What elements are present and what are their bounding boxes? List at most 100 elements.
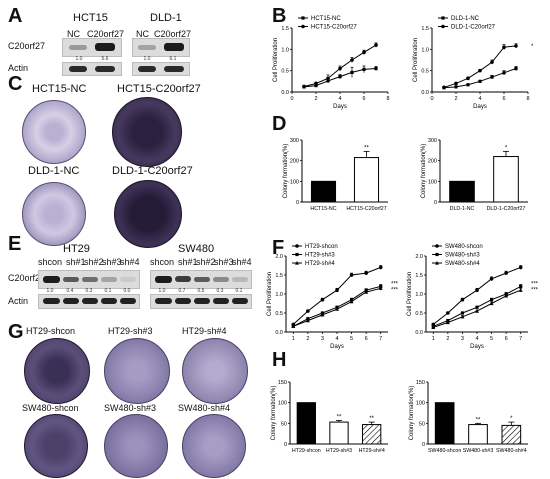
- blot-band: [194, 298, 210, 304]
- legend-marker: [295, 261, 299, 265]
- blot-a-strip: [132, 38, 190, 57]
- y-tick-label: 0: [296, 200, 299, 206]
- data-point: [504, 293, 509, 298]
- bar: [362, 424, 382, 445]
- y-tick-label: 100: [290, 179, 299, 185]
- bar: [353, 157, 380, 203]
- x-tick-label: 6: [365, 336, 368, 342]
- data-point: [466, 76, 470, 81]
- legend-label: HT29-sh#4: [305, 261, 335, 267]
- blot-a-row-label: Actin: [8, 63, 29, 73]
- blot-quant: 0.1: [104, 288, 112, 294]
- data-point: [460, 311, 465, 315]
- blot-band: [232, 277, 248, 282]
- x-tick-label: 0: [290, 96, 293, 102]
- blot-quant: 1.0: [75, 56, 83, 62]
- blot-e-lane-label: sh#1: [178, 257, 198, 267]
- data-point: [362, 67, 366, 71]
- blot-a-lane-label: C20orf27: [154, 29, 192, 39]
- blot-band: [120, 277, 136, 282]
- blot-e-row-label: C20orf27: [8, 273, 46, 283]
- blot-e-lane-label: sh#3: [214, 257, 234, 267]
- y-tick-label: 2.0: [415, 254, 423, 260]
- blot-e-lane-label: sh#3: [102, 257, 122, 267]
- legend-marker: [301, 24, 305, 29]
- x-tick-label: 3: [461, 336, 464, 342]
- blot-a-lane-label: C20orf27: [87, 29, 125, 39]
- data-point: [326, 76, 330, 81]
- blot-band: [101, 298, 117, 304]
- dish-g-label: SW480-shcon: [22, 403, 79, 413]
- blot-band: [69, 45, 87, 50]
- blot-e-row-label: Actin: [8, 296, 29, 306]
- data-point: [478, 68, 482, 73]
- y-tick-label: 300: [290, 138, 299, 144]
- y-tick-label: 0.5: [421, 69, 429, 75]
- significance-mark: ***: [391, 287, 399, 293]
- blot-band: [194, 277, 210, 282]
- data-point: [338, 75, 342, 79]
- dish-c-label: HCT15-C20orf27: [117, 83, 201, 95]
- x-category-label: HCT15-NC: [310, 206, 336, 212]
- data-point: [306, 309, 310, 313]
- x-tick-label: 1: [292, 336, 295, 342]
- x-tick-label: 4: [335, 336, 338, 342]
- blot-band: [82, 298, 98, 304]
- y-tick-label: 1.0: [281, 47, 289, 53]
- x-axis-label: Days: [330, 344, 344, 350]
- data-point: [431, 325, 436, 330]
- y-tick-label: 0.5: [275, 311, 283, 317]
- blot-band: [164, 43, 184, 51]
- significance-mark: **: [369, 416, 374, 422]
- y-tick-label: 0.5: [415, 311, 423, 317]
- data-point: [475, 305, 479, 309]
- blot-quant: 0.1: [235, 288, 243, 294]
- blot-e-strip-actin: [38, 294, 140, 309]
- x-category-label: HT29-sh#4: [359, 448, 385, 454]
- y-axis-label: Colony formation(%): [409, 386, 415, 441]
- blot-quant: 1.0: [158, 288, 166, 294]
- y-axis-label: Cell Proliferation: [267, 272, 273, 316]
- y-tick-label: 0: [434, 200, 437, 206]
- data-point: [460, 314, 465, 319]
- legend-label: HCT15-NC: [311, 16, 341, 22]
- dish-g-label: HT29-sh#4: [182, 326, 227, 336]
- legend-label: HT29-sh#3: [305, 253, 335, 259]
- y-axis-label: Cell Proliferation: [407, 272, 413, 316]
- data-point: [446, 311, 450, 315]
- y-tick-label: 0: [422, 442, 425, 448]
- legend-label: DLD-1-C20orf27: [451, 25, 496, 31]
- colony-dish: [24, 414, 88, 478]
- legend-label: SW480-sh#3: [445, 253, 480, 259]
- colony-dish: [182, 414, 246, 478]
- blot-band: [43, 298, 60, 304]
- data-point: [518, 265, 523, 270]
- blot-a-group-hct15: HCT15: [73, 12, 108, 24]
- blot-band: [232, 298, 248, 304]
- blot-quant: 1.0: [143, 56, 151, 62]
- blot-band: [43, 276, 60, 283]
- x-tick-label: 6: [362, 96, 365, 102]
- data-point: [454, 81, 458, 86]
- legend-marker: [435, 261, 439, 265]
- blot-band: [63, 277, 79, 282]
- y-axis-label: Cell Proliferation: [413, 38, 419, 82]
- y-tick-label: 50: [281, 421, 287, 427]
- y-tick-label: 300: [428, 138, 437, 144]
- data-point: [320, 297, 325, 302]
- blot-e-strip: [38, 270, 140, 289]
- panel-label-e: E: [8, 233, 22, 255]
- x-tick-label: 6: [505, 336, 508, 342]
- bar: [434, 402, 455, 445]
- data-point: [305, 318, 310, 323]
- x-tick-label: 5: [350, 336, 353, 342]
- blot-quant: 0.0: [123, 288, 131, 294]
- legend-marker: [435, 244, 439, 248]
- x-tick-label: 8: [386, 96, 389, 102]
- data-point: [478, 79, 482, 83]
- x-category-label: SW480-sh#3: [463, 448, 494, 454]
- significance-mark: *: [510, 416, 513, 422]
- y-tick-label: 2.0: [275, 254, 283, 260]
